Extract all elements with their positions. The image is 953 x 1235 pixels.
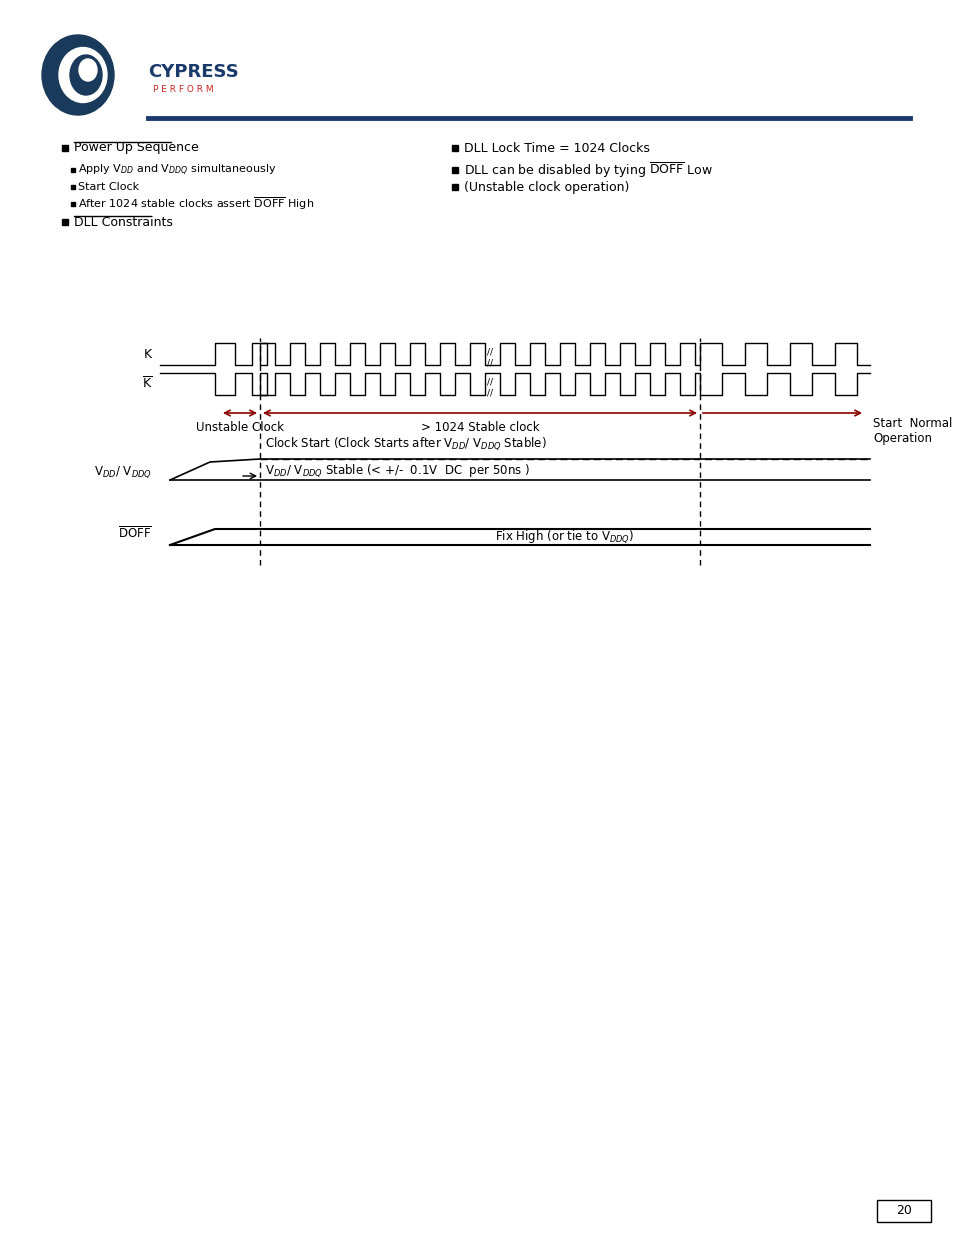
Ellipse shape bbox=[70, 56, 102, 95]
Text: Clock Start (Clock Starts after V$_{DD}$/ V$_{DDQ}$ Stable): Clock Start (Clock Starts after V$_{DD}$… bbox=[265, 435, 546, 452]
Text: V$_{DD}$/ V$_{DDQ}$: V$_{DD}$/ V$_{DDQ}$ bbox=[94, 464, 152, 480]
Text: $\overline{\mathrm{K}}$: $\overline{\mathrm{K}}$ bbox=[141, 377, 152, 391]
Text: $\overline{\mathrm{DOFF}}$: $\overline{\mathrm{DOFF}}$ bbox=[118, 525, 152, 541]
Text: After 1024 stable clocks assert $\overline{\mathrm{DOFF}}$ High: After 1024 stable clocks assert $\overli… bbox=[78, 195, 314, 212]
Text: //: // bbox=[486, 378, 493, 387]
Text: Apply V$_{DD}$ and V$_{DDQ}$ simultaneously: Apply V$_{DD}$ and V$_{DDQ}$ simultaneou… bbox=[78, 163, 276, 178]
Text: > 1024 Stable clock: > 1024 Stable clock bbox=[420, 421, 538, 433]
FancyBboxPatch shape bbox=[876, 1200, 930, 1221]
Text: (Unstable clock operation): (Unstable clock operation) bbox=[463, 180, 629, 194]
Text: CYPRESS: CYPRESS bbox=[148, 63, 238, 82]
Text: //: // bbox=[486, 347, 493, 357]
Text: V$_{DD}$/ V$_{DDQ}$ Stable (< +/-  0.1V  DC  per 50ns ): V$_{DD}$/ V$_{DDQ}$ Stable (< +/- 0.1V D… bbox=[265, 463, 529, 479]
Ellipse shape bbox=[42, 35, 113, 115]
Text: Start  Normal
Operation: Start Normal Operation bbox=[872, 417, 951, 445]
Text: Unstable Clock: Unstable Clock bbox=[195, 421, 284, 433]
Text: P E R F O R M: P E R F O R M bbox=[152, 85, 213, 95]
Text: 20: 20 bbox=[895, 1204, 911, 1218]
Text: Power Up Sequence: Power Up Sequence bbox=[74, 142, 198, 154]
Text: //: // bbox=[486, 389, 493, 398]
Text: DLL can be disabled by tying $\overline{\mathrm{DOFF}}$ Low: DLL can be disabled by tying $\overline{… bbox=[463, 161, 713, 179]
Text: //: // bbox=[486, 358, 493, 368]
Ellipse shape bbox=[59, 47, 107, 103]
Text: DLL Constraints: DLL Constraints bbox=[74, 215, 172, 228]
Text: Start Clock: Start Clock bbox=[78, 182, 139, 191]
Ellipse shape bbox=[79, 59, 97, 82]
Text: K: K bbox=[144, 347, 152, 361]
Text: Fix High (or tie to V$_{DDQ}$): Fix High (or tie to V$_{DDQ}$) bbox=[495, 529, 634, 546]
Text: DLL Lock Time = 1024 Clocks: DLL Lock Time = 1024 Clocks bbox=[463, 142, 649, 154]
